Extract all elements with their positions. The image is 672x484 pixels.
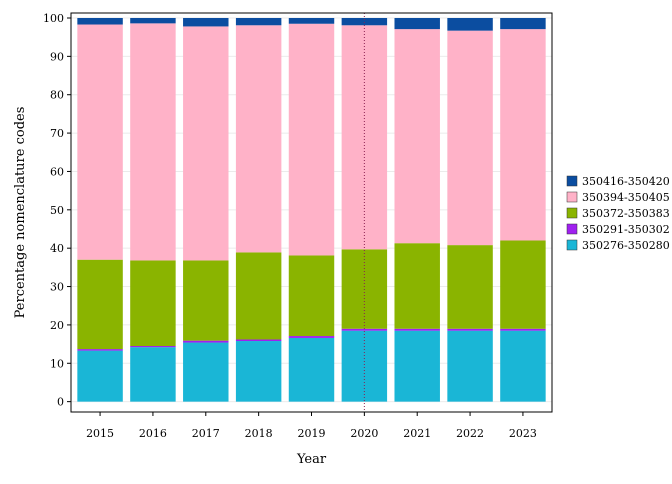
bar-segment [341, 17, 388, 26]
y-tick-label: 60 [50, 165, 64, 178]
bar-segment [394, 330, 440, 402]
legend-label: 350394-350405 [582, 191, 670, 204]
x-tick-label: 2023 [509, 427, 537, 440]
legend-key [566, 223, 578, 235]
x-tick-label: 2019 [298, 427, 326, 440]
x-tick-label: 2020 [350, 427, 378, 440]
bar-segment [500, 240, 546, 329]
x-axis: 2015 2016 2017 2018 2019 2020 2021 2022 2023 [86, 412, 537, 440]
y-tick-label: 70 [50, 127, 64, 140]
x-tick-label: 2021 [403, 427, 431, 440]
y-tick-label: 50 [50, 204, 64, 217]
bar-segment [447, 30, 493, 246]
y-tick-label: 0 [57, 396, 64, 409]
x-tick-label: 2017 [192, 427, 220, 440]
y-tick-label: 100 [43, 12, 64, 25]
bar-segment [394, 29, 440, 244]
bar-segment [500, 328, 546, 331]
bar-segment [77, 350, 123, 402]
bar-segment [235, 341, 282, 402]
bar-segment [235, 339, 282, 342]
bar-segment [394, 243, 440, 329]
bar-segment [130, 17, 176, 24]
legend-label: 350291-350302 [582, 223, 670, 236]
x-tick-label: 2016 [139, 427, 167, 440]
legend-key [566, 175, 578, 187]
bar-segment [447, 328, 493, 331]
x-tick-label: 2015 [86, 427, 114, 440]
bar-segment [500, 29, 546, 241]
bar-segment [447, 330, 493, 402]
bar-segment [183, 26, 229, 261]
y-axis-title: Percentage nomenclature codes [13, 107, 28, 319]
bar-segment [183, 342, 229, 402]
x-tick-label: 2018 [245, 427, 273, 440]
bar-segment [288, 336, 335, 338]
bar-segment [77, 259, 123, 350]
bar-segment [183, 260, 229, 341]
y-axis: 0 10 20 30 40 50 60 70 80 90 100 [43, 12, 71, 409]
bar-segment [235, 17, 282, 26]
bar-segment [77, 17, 123, 25]
bar-segment [130, 346, 176, 348]
bar-segment [288, 255, 335, 337]
x-tick-label: 2022 [456, 427, 484, 440]
bar-segment [500, 330, 546, 402]
legend-label: 350276-350280 [582, 239, 670, 252]
bar-segment [341, 330, 388, 402]
legend-key [566, 207, 578, 219]
x-axis-title: Year [296, 452, 327, 467]
y-tick-label: 10 [50, 357, 64, 370]
legend-key [566, 191, 578, 203]
legend-label: 350372-350383 [582, 207, 670, 220]
bar-segment [183, 340, 229, 343]
bar-segment [341, 328, 388, 331]
y-tick-label: 90 [50, 50, 64, 63]
bar-segment [235, 25, 282, 253]
legend-label: 350416-350420 [582, 175, 670, 188]
y-tick-label: 80 [50, 89, 64, 102]
bar-segment [288, 23, 335, 256]
y-tick-label: 30 [50, 281, 64, 294]
bar-segment [447, 17, 493, 31]
bar-segment [288, 17, 335, 24]
bar-segment [130, 260, 176, 347]
bar-segment [77, 349, 123, 351]
bar-segment [130, 347, 176, 402]
y-tick-label: 40 [50, 242, 64, 255]
bar-segment [394, 328, 440, 331]
bar-segment [394, 17, 440, 30]
bars [77, 17, 546, 402]
bar-segment [447, 245, 493, 329]
bar-segment [130, 23, 176, 261]
y-tick-label: 20 [50, 319, 64, 332]
bar-segment [183, 17, 229, 27]
legend-key [566, 239, 578, 251]
bar-segment [77, 24, 123, 260]
bar-segment [288, 337, 335, 402]
legend: 350416-350420 350394-350405 350372-350383 3… [566, 175, 670, 252]
bar-segment [235, 252, 282, 340]
bar-segment [500, 17, 546, 30]
